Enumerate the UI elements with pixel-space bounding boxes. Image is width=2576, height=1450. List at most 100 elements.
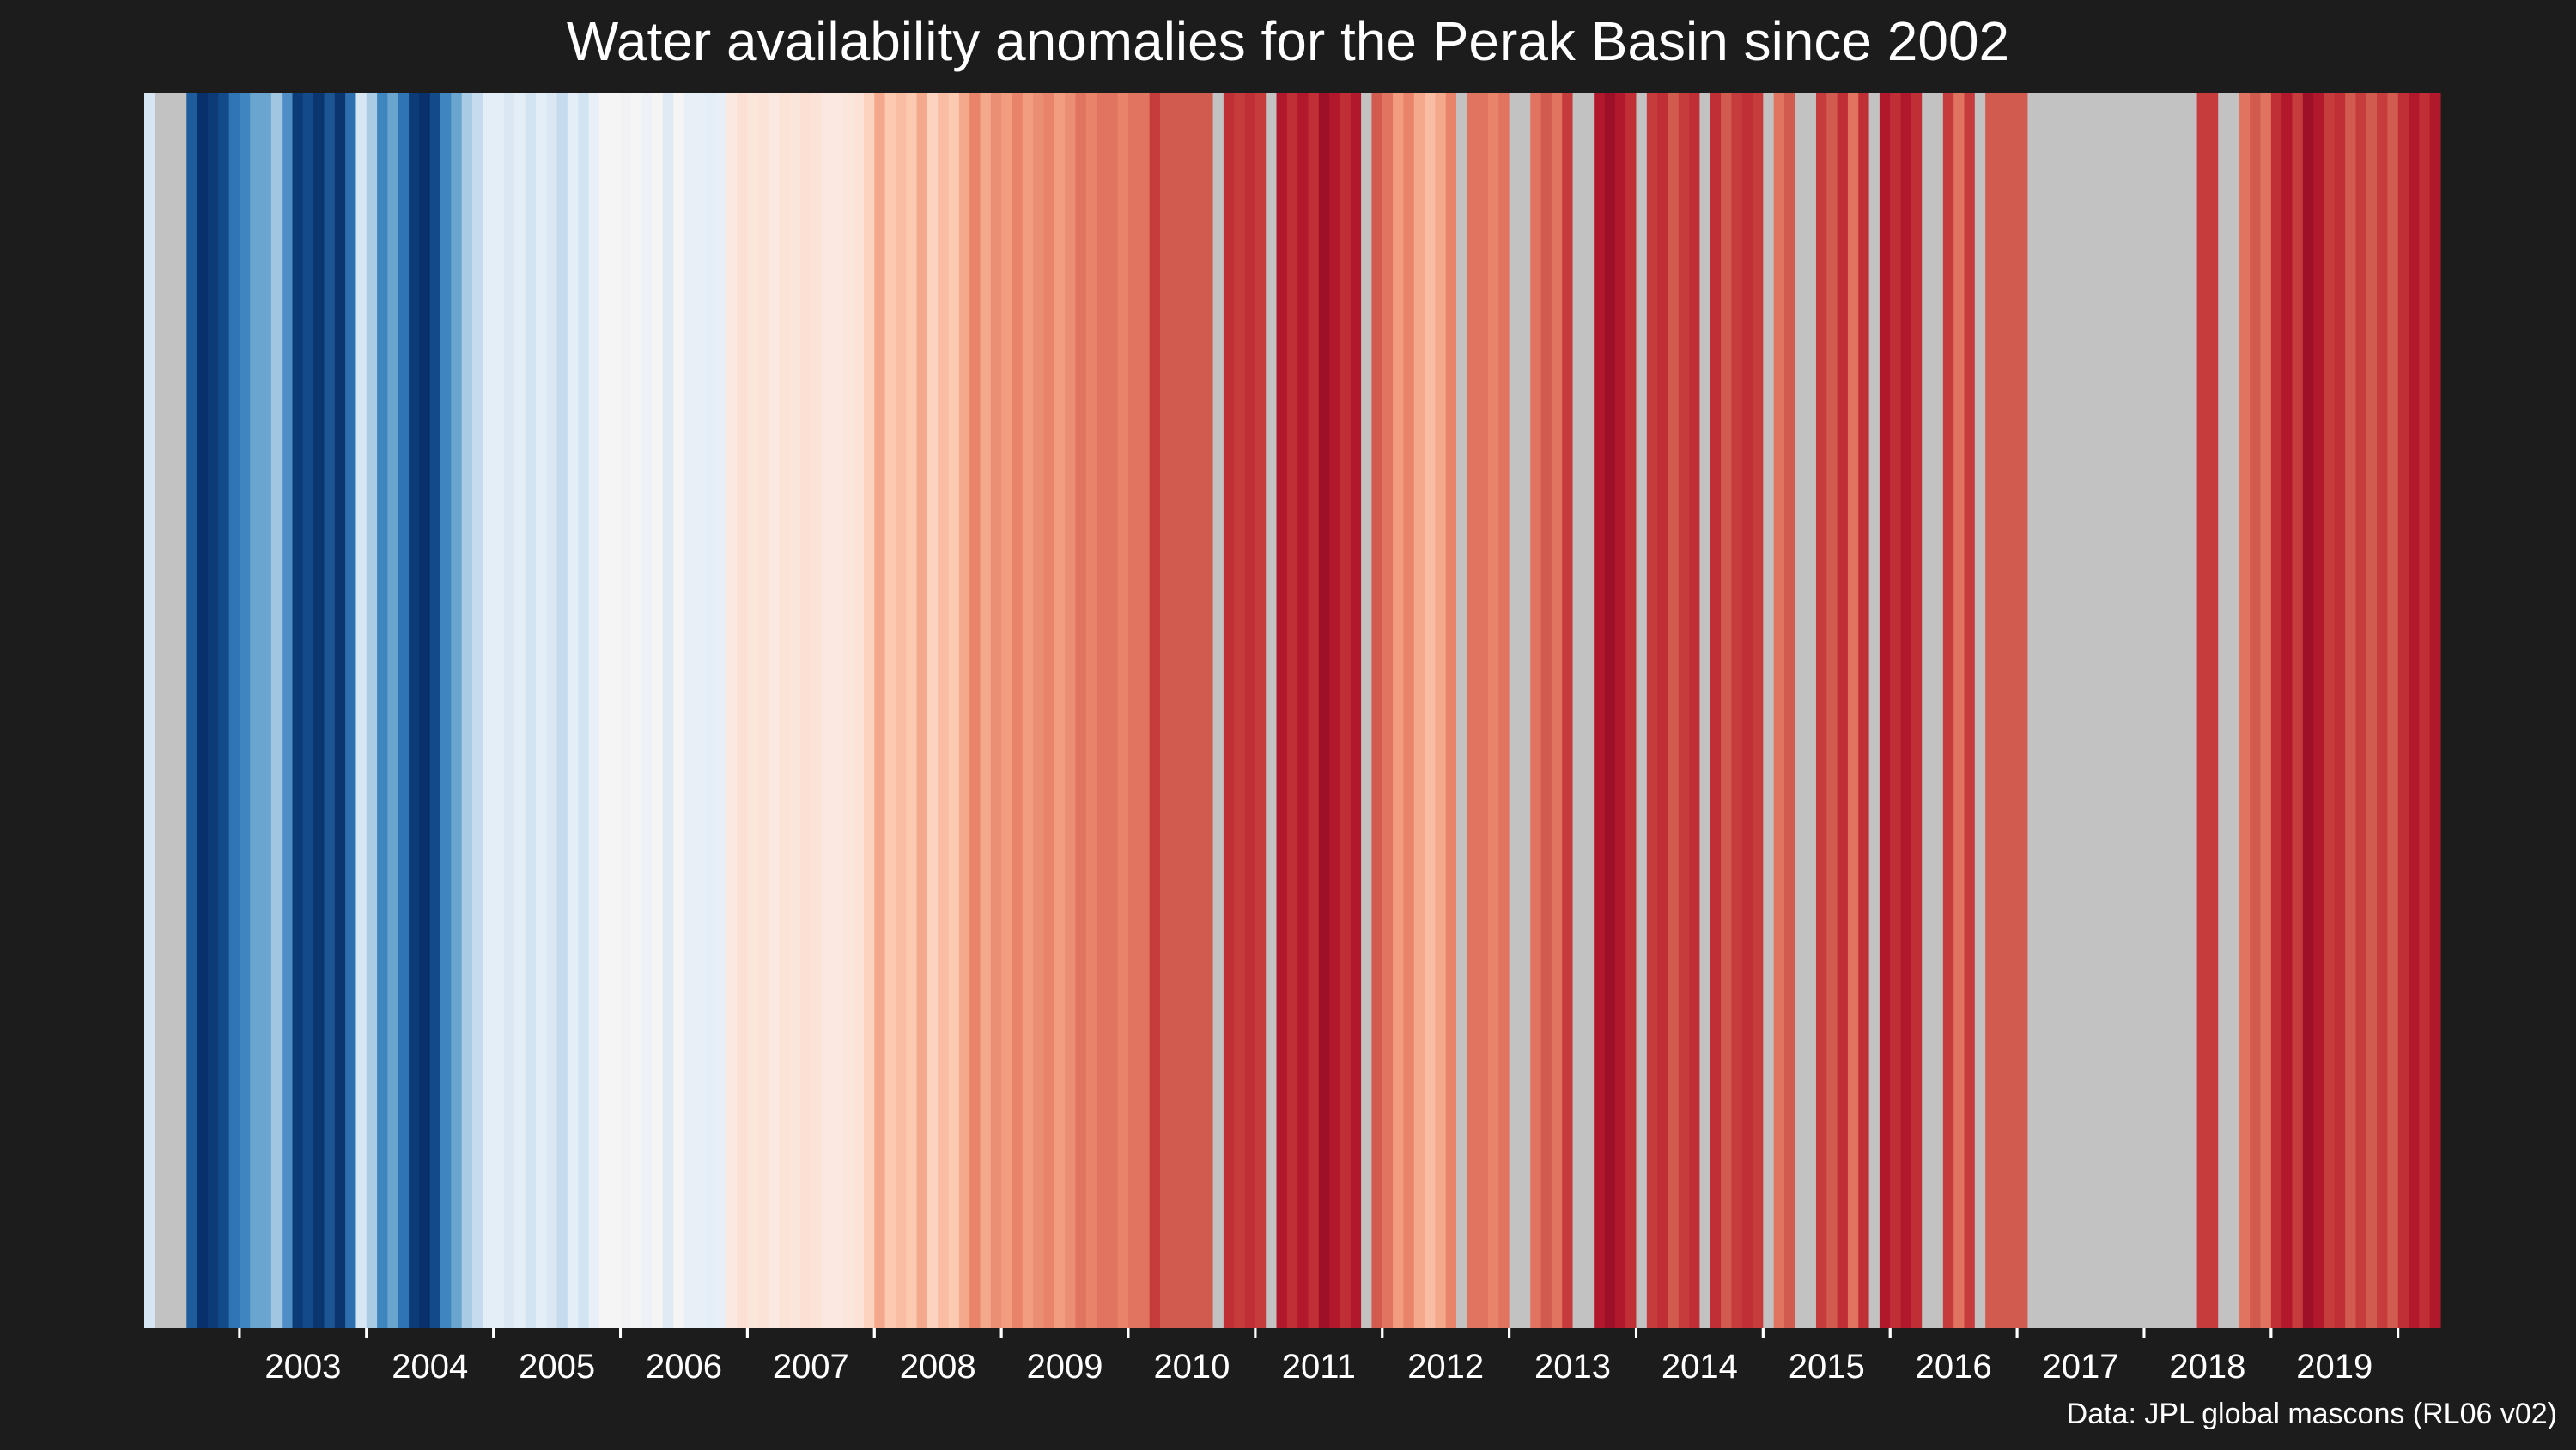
stripe-2011-10 <box>1350 93 1362 1328</box>
stripe-2008-02 <box>884 93 896 1328</box>
stripe-2019-04 <box>2302 93 2314 1328</box>
tick-label-2015: 2015 <box>1789 1348 1865 1386</box>
stripe-2002-05 <box>155 93 167 1328</box>
stripe-2014-04 <box>1668 93 1680 1328</box>
stripe-2013-03 <box>1530 93 1542 1328</box>
stripe-2011-09 <box>1340 93 1352 1328</box>
stripe-2010-02 <box>1139 93 1151 1328</box>
stripe-2003-05 <box>282 93 294 1328</box>
stripe-2005-05 <box>535 93 547 1328</box>
stripe-2009-02 <box>1012 93 1024 1328</box>
stripe-2011-04 <box>1286 93 1298 1328</box>
stripe-2015-02 <box>1773 93 1785 1328</box>
stripe-2016-03 <box>1911 93 1923 1328</box>
tick-label-2009: 2009 <box>1027 1348 1103 1386</box>
stripe-2011-11 <box>1361 93 1373 1328</box>
stripe-2007-11 <box>853 93 865 1328</box>
stripe-2015-05 <box>1805 93 1817 1328</box>
stripe-2007-06 <box>800 93 811 1328</box>
stripe-2012-11 <box>1487 93 1499 1328</box>
tick-label-2016: 2016 <box>1916 1348 1992 1386</box>
stripe-2010-07 <box>1191 93 1203 1328</box>
stripe-2019-03 <box>2292 93 2304 1328</box>
stripe-2014-02 <box>1646 93 1658 1328</box>
stripe-2007-02 <box>757 93 769 1328</box>
stripe-2016-02 <box>1900 93 1912 1328</box>
stripe-2012-01 <box>1382 93 1394 1328</box>
stripe-2013-01 <box>1509 93 1521 1328</box>
stripe-2015-12 <box>1879 93 1891 1328</box>
stripe-2014-11 <box>1741 93 1753 1328</box>
stripe-2018-06 <box>2196 93 2219 1328</box>
stripe-2019-12 <box>2387 93 2399 1328</box>
stripe-2006-12 <box>737 93 748 1328</box>
stripe-2010-05 <box>1170 93 1182 1328</box>
stripe-2010-12 <box>1244 93 1256 1328</box>
stripe-2009-12 <box>1117 93 1129 1328</box>
stripe-2008-07 <box>938 93 950 1328</box>
stripe-2002-09 <box>197 93 209 1328</box>
stripe-2019-09 <box>2355 93 2367 1328</box>
tick-label-2013: 2013 <box>1534 1348 1611 1386</box>
stripe-2010-09 <box>1212 93 1224 1328</box>
stripe-2004-07 <box>429 93 441 1328</box>
tick-label-2003: 2003 <box>264 1348 341 1386</box>
stripe-2019-11 <box>2377 93 2388 1328</box>
stripe-2019-02 <box>2281 93 2293 1328</box>
stripe-2005-08 <box>567 93 579 1328</box>
stripe-2009-08 <box>1075 93 1087 1328</box>
stripe-2013-11 <box>1614 93 1626 1328</box>
stripe-2003-08 <box>313 93 325 1328</box>
stripe-2014-10 <box>1731 93 1743 1328</box>
stripe-2005-06 <box>546 93 558 1328</box>
stripe-2011-05 <box>1297 93 1309 1328</box>
stripe-2005-10 <box>588 93 600 1328</box>
stripe-2005-12 <box>610 93 622 1328</box>
stripe-2012-06 <box>1435 93 1447 1328</box>
stripe-2014-07 <box>1699 93 1711 1328</box>
stripe-2013-09 <box>1594 93 1606 1328</box>
stripe-2008-04 <box>906 93 918 1328</box>
stripe-2003-04 <box>270 93 283 1328</box>
tick-label-2007: 2007 <box>773 1348 849 1386</box>
stripe-2015-08 <box>1837 93 1849 1328</box>
tick-label-2012: 2012 <box>1407 1348 1484 1386</box>
stripe-2010-03 <box>1149 93 1161 1328</box>
stripe-2014-03 <box>1657 93 1669 1328</box>
stripe-2009-06 <box>1054 93 1066 1328</box>
stripe-2014-09 <box>1721 93 1732 1328</box>
stripe-2014-05 <box>1678 93 1690 1328</box>
stripe-2016-09 <box>1974 93 1986 1328</box>
stripe-2012-05 <box>1425 93 1436 1328</box>
stripe-2014-01 <box>1636 93 1648 1328</box>
stripe-2006-11 <box>726 93 738 1328</box>
stripe-2015-03 <box>1784 93 1795 1328</box>
stripe-2003-09 <box>324 93 336 1328</box>
stripe-2013-08 <box>1583 93 1595 1328</box>
stripe-2012-02 <box>1393 93 1404 1328</box>
stripe-2005-04 <box>525 93 537 1328</box>
stripe-2006-09 <box>705 93 717 1328</box>
stripe-2002-08 <box>186 93 198 1328</box>
stripe-2009-03 <box>1022 93 1034 1328</box>
stripe-2013-07 <box>1572 93 1584 1328</box>
stripe-2008-09 <box>958 93 970 1328</box>
stripe-2006-05 <box>662 93 674 1328</box>
stripe-2008-03 <box>895 93 907 1328</box>
stripe-2002-12 <box>228 93 240 1328</box>
stripe-2016-01 <box>1890 93 1902 1328</box>
stripe-2011-02 <box>1266 93 1278 1328</box>
stripe-2015-10 <box>1858 93 1870 1328</box>
stripe-2008-01 <box>874 93 886 1328</box>
stripe-2014-08 <box>1710 93 1722 1328</box>
stripe-2009-05 <box>1043 93 1055 1328</box>
stripe-2006-07 <box>683 93 696 1328</box>
stripe-2016-05 <box>1932 93 1944 1328</box>
stripe-2019-07 <box>2334 93 2346 1328</box>
stripe-2003-06 <box>292 93 304 1328</box>
stripe-2005-03 <box>514 93 526 1328</box>
stripe-2007-03 <box>769 93 780 1328</box>
tick-label-2008: 2008 <box>900 1348 976 1386</box>
stripe-2007-07 <box>811 93 823 1328</box>
stripe-2008-10 <box>969 93 981 1328</box>
